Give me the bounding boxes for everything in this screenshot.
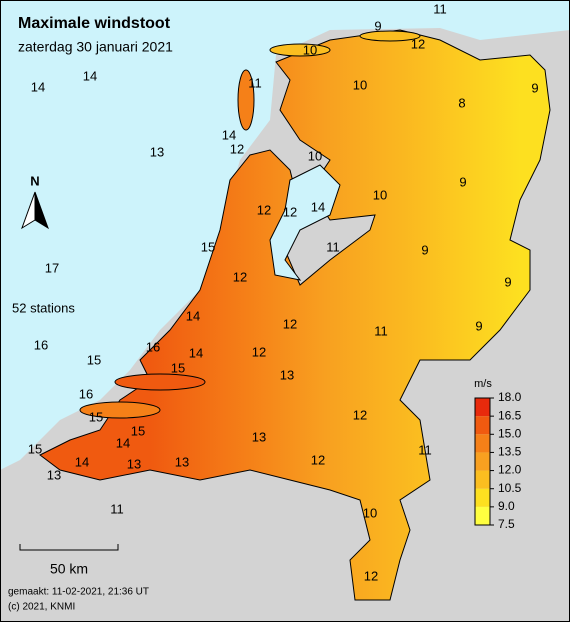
legend-tick-label: 16.5 — [498, 408, 522, 422]
station-value: 11 — [418, 442, 432, 457]
station-value: 15 — [171, 360, 185, 375]
island — [237, 69, 255, 131]
station-value: 10 — [353, 77, 367, 92]
station-value: 9 — [475, 318, 482, 333]
station-value: 9 — [504, 274, 511, 289]
island — [359, 30, 421, 42]
station-value: 9 — [374, 18, 381, 33]
netherlands — [39, 29, 551, 601]
station-value: 12 — [353, 407, 367, 422]
station-value: 11 — [326, 239, 340, 254]
legend-band — [475, 434, 490, 453]
station-value: 9 — [531, 80, 538, 95]
legend-tick-label: 7.5 — [498, 517, 515, 531]
station-value: 15 — [201, 239, 215, 254]
island — [79, 401, 161, 419]
legend-tick-label: 9.0 — [498, 499, 515, 513]
station-value: 12 — [311, 452, 325, 467]
station-value: 13 — [252, 429, 266, 444]
station-value: 12 — [364, 568, 378, 583]
station-value: 10 — [373, 187, 387, 202]
legend-band — [475, 506, 490, 525]
legend-band — [475, 488, 490, 507]
ijsselmeer — [269, 164, 341, 281]
station-value: 12 — [233, 269, 247, 284]
station-value: 11 — [110, 501, 124, 516]
station-value: 12 — [257, 202, 271, 217]
legend-tick-label: 12.0 — [498, 463, 522, 477]
station-value: 10 — [308, 148, 322, 163]
station-value: 14 — [189, 345, 203, 360]
legend-tick-label: 18.0 — [498, 390, 522, 404]
island — [114, 373, 206, 391]
legend-band — [475, 452, 490, 471]
station-value: 14 — [83, 68, 97, 83]
station-value: 13 — [175, 454, 189, 469]
station-count: 52 stations — [12, 300, 75, 315]
station-value: 9 — [421, 242, 428, 257]
subtitle: zaterdag 30 januari 2021 — [18, 39, 173, 55]
station-value: 16 — [34, 337, 48, 352]
station-value: 13 — [150, 144, 164, 159]
north-arrow — [34, 191, 49, 230]
sea — [0, 0, 570, 470]
station-value: 14 — [186, 308, 200, 323]
legend-tick-label: 15.0 — [498, 426, 522, 440]
station-value: 13 — [280, 367, 294, 382]
legend-unit: m/s — [474, 378, 492, 390]
legend-tick-label: 10.5 — [498, 481, 522, 495]
station-value: 14 — [222, 127, 236, 142]
scale-bar — [19, 544, 119, 551]
station-value: 15 — [87, 352, 101, 367]
station-value: 15 — [89, 409, 103, 424]
station-value: 10 — [363, 505, 377, 520]
station-value: 16 — [79, 386, 93, 401]
station-value: 8 — [458, 95, 465, 110]
station-value: 9 — [459, 174, 466, 189]
north-label: N — [30, 173, 39, 188]
station-value: 11 — [248, 75, 262, 90]
legend-tick-label: 13.5 — [498, 445, 522, 459]
footer: gemaakt: 11-02-2021, 21:36 UT — [8, 587, 149, 598]
footer: (c) 2021, KNMI — [8, 602, 75, 613]
station-value: 15 — [131, 423, 145, 438]
station-value: 11 — [374, 323, 388, 338]
station-value: 12 — [283, 204, 297, 219]
legend-band — [475, 416, 490, 435]
station-value: 14 — [31, 79, 45, 94]
island — [269, 43, 331, 57]
station-value: 17 — [45, 260, 59, 275]
scale-label: 50 km — [50, 561, 88, 577]
station-value: 12 — [283, 316, 297, 331]
legend-frame — [474, 397, 491, 526]
station-value: 16 — [146, 339, 160, 354]
station-value: 10 — [303, 42, 317, 57]
station-value: 12 — [230, 141, 244, 156]
station-value: 14 — [75, 454, 89, 469]
station-value: 14 — [311, 199, 325, 214]
station-value: 12 — [252, 344, 266, 359]
station-value: 15 — [28, 441, 42, 456]
station-value: 14 — [116, 435, 130, 450]
station-value: 11 — [433, 1, 447, 16]
legend-band — [475, 470, 490, 489]
station-value: 13 — [47, 467, 61, 482]
station-value: 13 — [127, 456, 141, 471]
legend-band — [475, 398, 490, 417]
title: Maximale windstoot — [18, 15, 171, 32]
station-value: 12 — [411, 36, 425, 51]
